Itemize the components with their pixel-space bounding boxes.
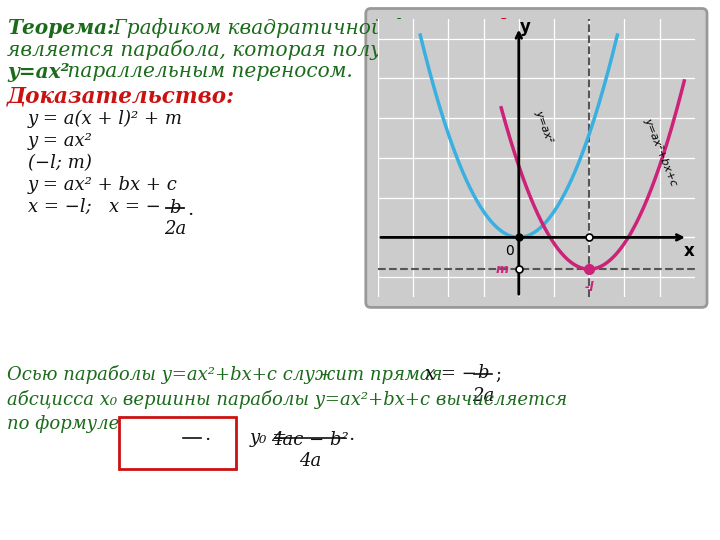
Text: .: . — [204, 426, 210, 444]
Text: y = ax²: y = ax² — [28, 132, 93, 150]
Text: x = −l;   x = −: x = −l; x = − — [28, 198, 161, 216]
Text: y: y — [520, 18, 531, 36]
Text: y=ax²+bx+c: y=ax²+bx+c — [420, 18, 554, 38]
Text: x₀ = −: x₀ = − — [132, 429, 191, 447]
Text: y₀ =: y₀ = — [250, 429, 288, 447]
Text: Доказательство:: Доказательство: — [7, 85, 235, 107]
Text: .: . — [348, 426, 354, 444]
Text: является парабола, которая получается из параболы: является парабола, которая получается из… — [7, 40, 602, 60]
Text: b: b — [186, 431, 198, 449]
Text: Осью параболы y=ax²+bx+c служит прямая: Осью параболы y=ax²+bx+c служит прямая — [7, 365, 442, 384]
FancyBboxPatch shape — [119, 417, 236, 469]
Text: .: . — [187, 201, 193, 219]
Text: 4a: 4a — [299, 452, 321, 470]
Text: Графиком квадратичной функции: Графиком квадратичной функции — [107, 18, 490, 38]
Text: y = a(x + l)² + m: y = a(x + l)² + m — [28, 110, 183, 128]
FancyBboxPatch shape — [366, 9, 707, 307]
Text: y=ax²+bx+c: y=ax²+bx+c — [643, 116, 679, 187]
Text: 2a: 2a — [164, 220, 186, 238]
Text: b: b — [477, 364, 489, 382]
Text: x: x — [684, 242, 695, 260]
Text: Теорема:: Теорема: — [7, 18, 114, 38]
Text: абсцисса x₀ вершины параболы y=ax²+bx+c вычисляется: абсцисса x₀ вершины параболы y=ax²+bx+c … — [7, 390, 567, 409]
Text: 0: 0 — [505, 244, 514, 258]
Text: ;: ; — [495, 366, 501, 384]
Text: 2a: 2a — [181, 452, 203, 470]
Text: y=ax²: y=ax² — [7, 62, 70, 82]
Text: b: b — [169, 199, 181, 217]
Text: 2a: 2a — [472, 387, 494, 405]
Text: -l: -l — [585, 281, 594, 294]
Text: параллельным переносом.: параллельным переносом. — [61, 62, 353, 81]
Text: 4ac − b²: 4ac − b² — [271, 431, 349, 449]
Text: y = ax² + bx + c: y = ax² + bx + c — [28, 176, 178, 194]
Text: x = −: x = − — [425, 365, 477, 383]
Text: (−l; m): (−l; m) — [28, 154, 92, 172]
Text: по формуле: по формуле — [7, 415, 120, 433]
Text: m: m — [495, 262, 508, 276]
Text: y=ax²: y=ax² — [534, 109, 554, 144]
